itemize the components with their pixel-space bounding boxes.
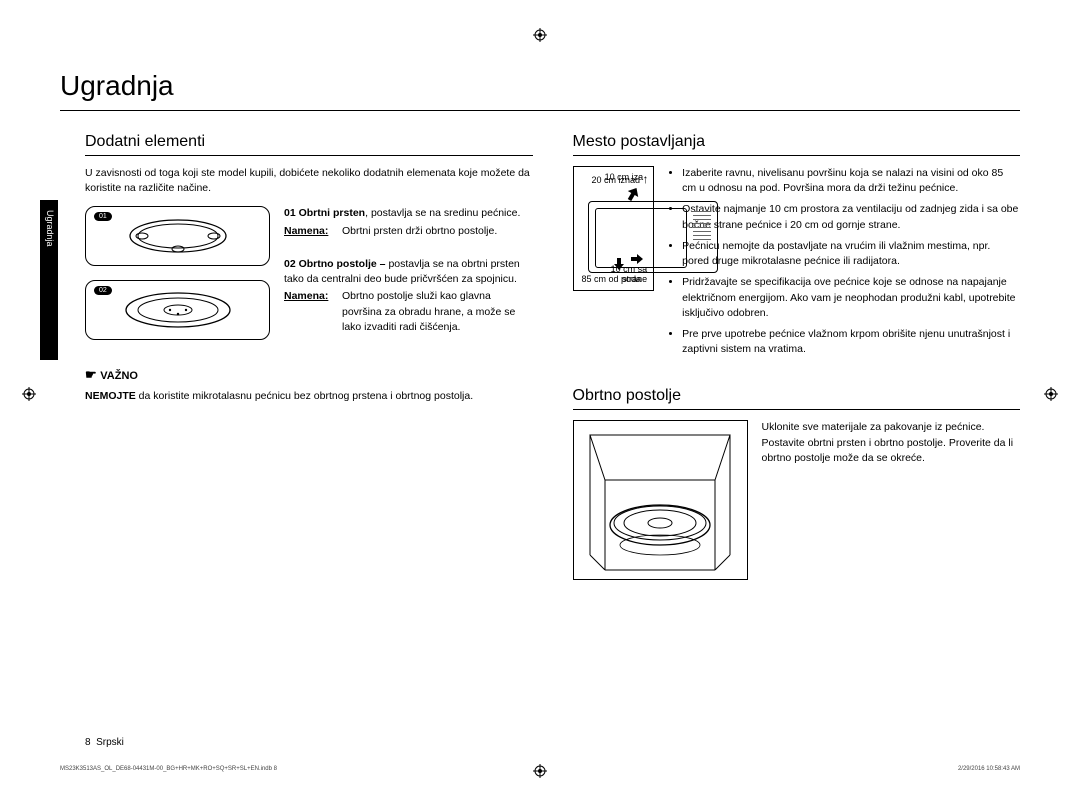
left-column: Dodatni elementi U zavisnosti od toga ko… [60,133,533,580]
microwave-door [595,208,687,268]
footer-language: Srpski [96,737,124,748]
roller-ring-figure: 01 [85,206,270,266]
turntable-section: Obrtno postolje [573,387,1021,580]
important-rest: da koristite mikrotalasnu pećnicu bez ob… [136,390,473,402]
placement-bullet: Pridržavajte se specifikacija ove pećnic… [682,275,1020,321]
placement-bullet: Pre prve upotrebe pećnice vlažnom krpom … [682,327,1020,357]
accessories-intro: U zavisnosti od toga koji ste model kupi… [85,166,533,196]
placement-bullets: Izaberite ravnu, nivelisanu površinu koj… [668,166,1020,363]
roller-ring-icon [118,214,238,258]
accessories-heading: Dodatni elementi [85,133,533,156]
figure-number-01: 01 [94,212,112,221]
main-heading: Ugradnja [60,70,1020,111]
page-footer: 8 Srpski [85,737,124,748]
two-column-layout: Dodatni elementi U zavisnosti od toga ko… [60,133,1020,580]
accessory-descriptions: 01 Obrtni prsten, postavlja se na sredin… [284,206,533,353]
clearance-back-label: 10 cm iza [605,173,644,183]
item-02-title: 02 Obrtno postolje – [284,258,388,270]
turntable-figure: 02 [85,280,270,340]
page-number: 8 [85,737,91,748]
purpose-text-02: Obrtno postolje služi kao glavna površin… [342,289,533,335]
print-filename: MS23K3513AS_OL_DE68-04431M-00_BG+HR+MK+R… [60,766,277,772]
item-01-title: 01 Obrtni prsten [284,207,365,219]
placement-bullet: Ostavite najmanje 10 cm prostora za vent… [682,202,1020,232]
print-footer: MS23K3513AS_OL_DE68-04431M-00_BG+HR+MK+R… [60,766,1020,772]
arrow-back-icon [627,187,639,201]
important-note: NEMOJTE da koristite mikrotalasnu pećnic… [85,389,533,404]
oven-interior-icon [580,425,740,575]
turntable-diagram [573,420,748,580]
roller-ring-description: 01 Obrtni prsten, postavlja se na sredin… [284,206,533,238]
turntable-plate-icon [118,288,238,332]
accessory-figures: 01 02 [85,206,270,353]
placement-row: 20 cm iznad ↑ 10 cm iza 85 cm od poda 10… [573,166,1021,363]
accessories-row: 01 02 [85,206,533,353]
figure-number-02: 02 [94,286,112,295]
microwave-panel [691,208,713,268]
item-01-text: , postavlja se na sredinu pećnice. [365,207,520,219]
important-bold: NEMOJTE [85,390,136,402]
purpose-label-02: Namena: [284,289,334,335]
placement-bullet: Pećnicu nemojte da postavljate na vrućim… [682,239,1020,269]
purpose-label-01: Namena: [284,224,334,239]
microwave-illustration [588,201,718,273]
turntable-heading: Obrtno postolje [573,387,1021,410]
right-column: Mesto postavljanja 20 cm iznad ↑ 10 cm i… [573,133,1021,580]
purpose-text-01: Obrtni prsten drži obrtno postolje. [342,224,497,239]
important-label: VAŽNO [85,367,533,383]
placement-bullet: Izaberite ravnu, nivelisanu površinu koj… [682,166,1020,196]
print-timestamp: 2/29/2016 10:58:43 AM [958,766,1020,772]
page-content: Ugradnja Dodatni elementi U zavisnosti o… [0,0,1080,620]
placement-diagram: 20 cm iznad ↑ 10 cm iza 85 cm od poda 10… [573,166,655,291]
placement-heading: Mesto postavljanja [573,133,1021,156]
turntable-description: 02 Obrtno postolje – postavlja se na obr… [284,257,533,335]
turntable-text: Uklonite sve materijale za pakovanje iz … [762,420,1021,570]
